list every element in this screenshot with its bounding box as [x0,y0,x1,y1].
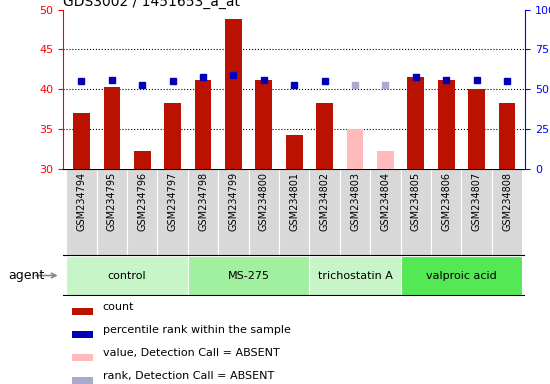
Text: GSM234806: GSM234806 [441,172,451,230]
Text: trichostatin A: trichostatin A [317,270,393,281]
Bar [103,87,120,169]
Bar [73,331,94,338]
Bar [157,169,188,255]
Text: GSM234794: GSM234794 [76,172,86,231]
Bar [134,151,151,169]
Text: rank, Detection Call = ABSENT: rank, Detection Call = ABSENT [102,371,274,381]
Bar [225,19,242,169]
Text: value, Detection Call = ABSENT: value, Detection Call = ABSENT [102,348,279,358]
Bar [164,103,181,169]
Bar [249,169,279,255]
Bar [468,89,485,169]
Text: GSM234799: GSM234799 [228,172,239,231]
Text: GDS3002 / 1451653_a_at: GDS3002 / 1451653_a_at [63,0,240,8]
Bar [310,256,400,295]
Text: GSM234797: GSM234797 [168,172,178,231]
Bar [67,169,97,255]
Bar [316,103,333,169]
Text: percentile rank within the sample: percentile rank within the sample [102,325,290,335]
Bar [195,80,211,169]
Bar [499,103,515,169]
Bar [310,169,340,255]
Bar [461,169,492,255]
Text: GSM234796: GSM234796 [138,172,147,231]
Bar [73,377,94,384]
Bar [408,77,424,169]
Bar [256,80,272,169]
Text: GSM234800: GSM234800 [259,172,269,230]
Bar [431,169,461,255]
Bar [188,256,310,295]
Bar [73,354,94,361]
Text: GSM234795: GSM234795 [107,172,117,231]
Bar [127,169,157,255]
Bar [400,256,522,295]
Text: GSM234798: GSM234798 [198,172,208,231]
Text: GSM234802: GSM234802 [320,172,329,231]
Bar [97,169,127,255]
Bar [67,256,188,295]
Bar [286,135,302,169]
Text: control: control [108,270,146,281]
Bar [400,169,431,255]
Bar [492,169,522,255]
Text: GSM234801: GSM234801 [289,172,299,230]
Bar [438,80,455,169]
Bar [188,169,218,255]
Bar [377,151,394,169]
Text: GSM234808: GSM234808 [502,172,512,230]
Bar [346,129,364,169]
Bar [73,308,94,315]
Text: count: count [102,302,134,312]
Text: GSM234803: GSM234803 [350,172,360,230]
Text: GSM234805: GSM234805 [411,172,421,231]
Text: MS-275: MS-275 [228,270,270,281]
Text: agent: agent [8,269,45,282]
Bar [340,169,370,255]
Text: GSM234804: GSM234804 [381,172,390,230]
Bar [370,169,400,255]
Bar [218,169,249,255]
Bar [73,113,90,169]
Text: valproic acid: valproic acid [426,270,497,281]
Bar [279,169,310,255]
Text: GSM234807: GSM234807 [471,172,482,231]
